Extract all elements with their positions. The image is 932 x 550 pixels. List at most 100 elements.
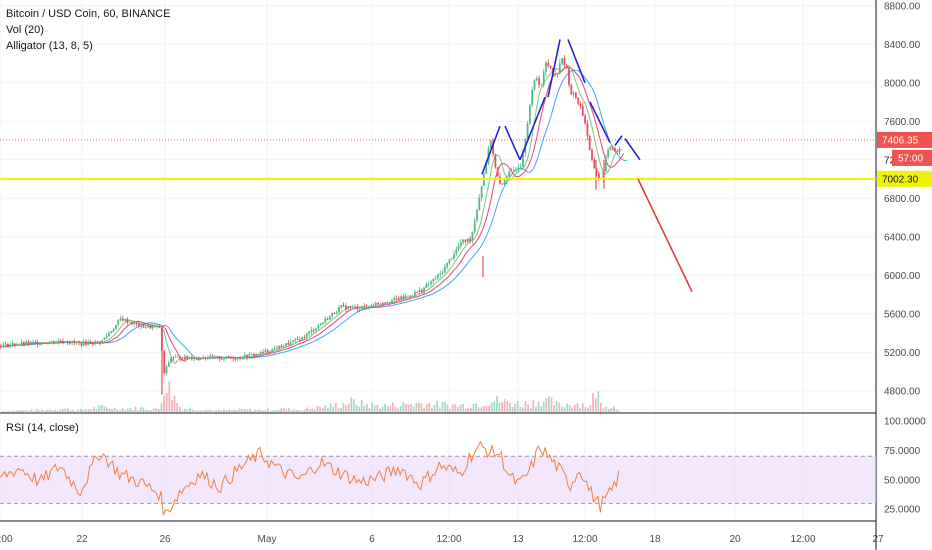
time-tick-label: May	[258, 534, 277, 545]
partial-price-label: 72	[884, 155, 896, 166]
volume-bar	[454, 404, 457, 412]
volume-bar	[293, 409, 295, 412]
price-candles	[0, 54, 621, 395]
volume-bar	[376, 404, 379, 412]
alligator-indicator-label: Alligator (13, 8, 5)	[6, 40, 93, 52]
candle-body	[466, 238, 469, 242]
volume-bar	[178, 406, 181, 412]
volume-bar	[457, 406, 459, 412]
volume-bar	[20, 410, 22, 412]
volume-bar	[111, 409, 113, 412]
candle-body	[581, 106, 584, 116]
volume-bar	[602, 408, 605, 412]
volume-bar	[418, 402, 420, 412]
volume-bar	[285, 409, 288, 412]
candle-body	[119, 318, 122, 321]
candle-body	[328, 315, 331, 320]
candle-body	[478, 197, 481, 210]
candle-body	[312, 329, 315, 331]
volume-bar	[259, 409, 262, 412]
candle-body	[190, 357, 193, 360]
candle-body	[400, 296, 402, 300]
time-axis[interactable]: 12:00 22 26 May 6 12:00 13 12:00 18 20 12:00 27	[0, 534, 884, 545]
volume-bar	[280, 408, 282, 412]
volume-bar	[90, 409, 93, 412]
candle-body	[57, 340, 60, 342]
candle-body	[538, 78, 540, 85]
candle-body	[147, 325, 149, 328]
price-axis[interactable]: 8800.008400.008000.007600.007200.006800.…	[884, 1, 926, 515]
candle-body	[319, 323, 322, 326]
candle-body	[299, 339, 301, 341]
volume-bar	[597, 391, 600, 412]
volume-bar	[202, 410, 204, 412]
pattern-trendline	[481, 125, 501, 175]
volume-bar	[308, 408, 311, 412]
volume-bar	[7, 410, 9, 412]
volume-bar	[171, 400, 173, 412]
candle-body	[184, 356, 186, 360]
resistance-price-tag	[877, 131, 932, 148]
candle-body	[464, 239, 467, 242]
candle-body	[241, 358, 244, 360]
volume-bar	[399, 406, 402, 412]
volume-bar	[394, 407, 397, 412]
volume-bar	[498, 403, 501, 412]
volume-bar	[311, 408, 314, 412]
volume-bar	[139, 407, 142, 412]
candle-body	[342, 305, 345, 307]
candle-body	[430, 281, 432, 285]
volume-bar	[176, 403, 178, 412]
candle-body	[607, 149, 609, 158]
candle-body	[126, 318, 129, 323]
candle-body	[29, 342, 32, 344]
candle-body	[423, 287, 425, 292]
volume-bar	[38, 410, 41, 412]
candle-body	[338, 307, 340, 313]
candle-body	[62, 341, 64, 343]
candle-body	[294, 339, 297, 341]
volume-bar	[532, 400, 535, 412]
support-price-text: 7002.30	[882, 174, 919, 185]
volume-bar	[535, 407, 537, 412]
candle-body	[570, 84, 573, 95]
candle-body	[425, 284, 428, 288]
volume-bar	[542, 401, 545, 412]
volume-bar	[449, 408, 451, 412]
candle-body	[301, 336, 304, 341]
candle-body	[358, 309, 361, 311]
candle-body	[448, 259, 451, 263]
drawn-pattern-lines[interactable]	[481, 39, 693, 293]
candle-body	[181, 359, 184, 361]
candle-body	[108, 333, 110, 336]
volume-bar	[574, 404, 576, 412]
candle-body	[485, 163, 488, 174]
volume-bar	[467, 407, 470, 412]
candle-body	[563, 58, 566, 66]
candle-body	[273, 348, 276, 350]
candle-body	[232, 357, 235, 359]
volume-bar	[85, 409, 87, 412]
volume-bar	[451, 404, 454, 412]
countdown-tag	[892, 149, 932, 166]
volume-bar	[496, 396, 498, 412]
candle-body	[540, 84, 543, 86]
pattern-trendline	[547, 39, 561, 98]
time-tick-label: 13	[512, 534, 524, 545]
rsi-tick-label: 50.0000	[884, 475, 921, 486]
volume-bar	[184, 408, 186, 412]
candle-body	[220, 359, 223, 360]
volume-bar	[181, 410, 184, 412]
candle-body	[248, 354, 251, 358]
time-tick-label: 12:00	[572, 534, 597, 545]
candle-body	[73, 341, 76, 343]
candle-body	[179, 356, 182, 360]
pattern-trendline	[504, 125, 521, 161]
volume-bar	[470, 408, 472, 412]
candle-body	[2, 344, 5, 348]
volume-bar	[215, 409, 217, 412]
candle-body	[103, 337, 106, 340]
volume-bar	[126, 408, 129, 412]
candle-body	[455, 249, 458, 255]
